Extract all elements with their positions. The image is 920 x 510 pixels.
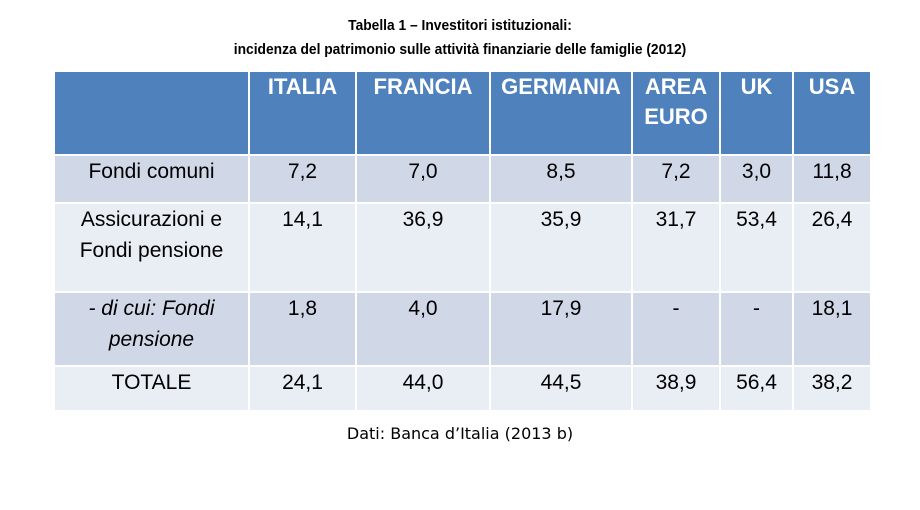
cell-value: -	[719, 291, 794, 367]
cell-value: 18,1	[792, 291, 872, 367]
cell-value: -	[631, 291, 721, 367]
table-title-line-1: Tabella 1 – Investitori istituzionali:	[348, 17, 572, 34]
data-table: ITALIA FRANCIA GERMANIA AREA EURO UK USA …	[53, 70, 872, 412]
cell-value: 7,2	[248, 154, 357, 204]
cell-value: 11,8	[792, 154, 872, 204]
cell-value: 24,1	[248, 365, 357, 412]
cell-value: 14,1	[248, 202, 357, 293]
cell-value: 7,0	[355, 154, 491, 204]
column-header-area-euro: AREA EURO	[631, 70, 721, 156]
table-title: Tabella 1 – Investitori istituzionali: i…	[37, 14, 883, 62]
row-label: Fondi comuni	[53, 154, 250, 204]
cell-value: 53,4	[719, 202, 794, 293]
table-row-fondi-pensione: - di cui: Fondi pensione 1,8 4,0 17,9 - -…	[53, 291, 872, 367]
column-header-uk: UK	[719, 70, 794, 156]
table-title-line-2: incidenza del patrimonio sulle attività …	[233, 41, 687, 58]
cell-value: 35,9	[489, 202, 633, 293]
cell-value: 36,9	[355, 202, 491, 293]
row-label: TOTALE	[53, 365, 250, 412]
column-header-germania: GERMANIA	[489, 70, 633, 156]
table-row-assicurazioni: Assicurazioni e Fondi pensione 14,1 36,9 …	[53, 202, 872, 293]
table-row-fondi-comuni: Fondi comuni 7,2 7,0 8,5 7,2 3,0 11,8	[53, 154, 872, 204]
table-row-totale: TOTALE 24,1 44,0 44,5 38,9 56,4 38,2	[53, 365, 872, 412]
cell-value: 17,9	[489, 291, 633, 367]
cell-value: 31,7	[631, 202, 721, 293]
cell-value: 4,0	[355, 291, 491, 367]
cell-value: 26,4	[792, 202, 872, 293]
column-header-francia: FRANCIA	[355, 70, 491, 156]
cell-value: 7,2	[631, 154, 721, 204]
column-header-usa: USA	[792, 70, 872, 156]
cell-value: 44,0	[355, 365, 491, 412]
cell-value: 56,4	[719, 365, 794, 412]
cell-value: 1,8	[248, 291, 357, 367]
cell-value: 44,5	[489, 365, 633, 412]
cell-value: 8,5	[489, 154, 633, 204]
cell-value: 38,9	[631, 365, 721, 412]
header-row: ITALIA FRANCIA GERMANIA AREA EURO UK USA	[53, 70, 872, 156]
row-label: - di cui: Fondi pensione	[53, 291, 250, 367]
column-header-italia: ITALIA	[248, 70, 357, 156]
header-corner-cell	[53, 70, 250, 156]
cell-value: 38,2	[792, 365, 872, 412]
row-label: Assicurazioni e Fondi pensione	[53, 202, 250, 293]
cell-value: 3,0	[719, 154, 794, 204]
source-note: Dati: Banca d’Italia (2013 b)	[346, 424, 574, 443]
